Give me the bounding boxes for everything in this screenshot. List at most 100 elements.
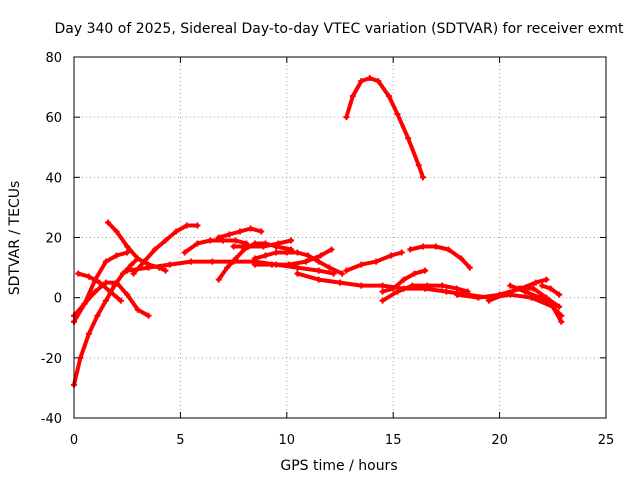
data-point: [415, 162, 422, 169]
data-point: [247, 225, 254, 232]
data-point: [379, 288, 386, 295]
data-point: [124, 249, 131, 256]
data-point: [162, 237, 169, 244]
data-point: [439, 282, 446, 289]
series-arc14: [294, 270, 565, 319]
data-point: [215, 234, 222, 241]
series-arc8: [181, 237, 250, 256]
data-point: [317, 252, 324, 259]
x-tick-label: 20: [491, 433, 508, 448]
data-point: [422, 267, 429, 274]
data-point: [232, 255, 239, 262]
data-point: [349, 93, 356, 100]
data-point: [96, 279, 103, 286]
series-layer: [71, 75, 565, 388]
data-point: [532, 279, 539, 286]
data-point: [458, 255, 465, 262]
data-point: [500, 291, 507, 298]
data-point: [443, 288, 450, 295]
y-tick-label: 40: [45, 171, 62, 186]
data-point: [94, 312, 101, 319]
data-point: [445, 246, 452, 253]
series-arc17: [379, 282, 471, 304]
data-point: [302, 258, 309, 265]
series-arc4: [75, 270, 124, 304]
y-tick-label: 0: [54, 292, 62, 307]
data-point: [419, 174, 426, 181]
data-point: [328, 246, 335, 253]
data-point: [245, 243, 252, 250]
data-point: [283, 249, 290, 256]
data-point: [432, 243, 439, 250]
series-arc12: [251, 249, 346, 277]
data-point: [102, 297, 109, 304]
data-point: [207, 237, 214, 244]
data-point: [522, 288, 529, 295]
data-point: [273, 249, 280, 256]
data-point: [294, 270, 301, 277]
series-arc13: [251, 246, 335, 268]
y-tick-label: 20: [45, 232, 62, 247]
series-arc23: [539, 282, 563, 298]
x-tick-label: 5: [176, 433, 184, 448]
data-point: [194, 222, 201, 229]
data-point: [215, 276, 222, 283]
y-tick-label: -20: [41, 352, 62, 367]
chart-title: Day 340 of 2025, Sidereal Day-to-day VTE…: [55, 21, 625, 37]
data-point: [151, 246, 158, 253]
grid-layer: [73, 56, 607, 419]
data-point: [288, 237, 295, 244]
x-tick-labels: 0 5 10 15 20 25: [70, 433, 614, 448]
series-arc15: [343, 249, 405, 274]
series-line: [72, 256, 140, 387]
data-point: [315, 258, 322, 265]
data-point: [105, 219, 112, 226]
data-point: [128, 261, 135, 268]
data-point: [251, 255, 258, 262]
y-axis-label: SDTVAR / TECUs: [7, 181, 23, 296]
x-tick-label: 25: [598, 433, 615, 448]
y-tick-label: 60: [45, 111, 62, 126]
data-point: [124, 267, 131, 274]
data-point: [419, 243, 426, 250]
plot-frame: [73, 56, 607, 419]
data-point: [85, 273, 92, 280]
data-point: [407, 246, 414, 253]
data-point: [358, 78, 365, 85]
data-point: [268, 261, 275, 268]
data-point: [400, 276, 407, 283]
series-arc18: [407, 243, 473, 271]
data-point: [262, 252, 269, 259]
data-point: [385, 93, 392, 100]
data-point: [224, 264, 231, 271]
data-point: [343, 267, 350, 274]
data-point: [134, 306, 141, 313]
data-point: [358, 282, 365, 289]
data-point: [543, 276, 550, 283]
data-point: [388, 252, 395, 259]
data-point: [337, 279, 343, 286]
data-point: [145, 312, 152, 319]
series-arc2: [71, 279, 152, 319]
data-point: [305, 252, 312, 259]
data-point: [394, 288, 401, 295]
data-point: [194, 240, 201, 247]
data-point: [236, 228, 243, 235]
data-point: [315, 267, 322, 274]
data-point: [258, 228, 265, 235]
data-point: [124, 291, 131, 298]
data-point: [232, 237, 239, 244]
data-point: [373, 258, 380, 265]
data-point: [226, 231, 233, 238]
data-point: [102, 279, 109, 286]
series-arc21: [485, 285, 563, 310]
data-point: [113, 252, 120, 259]
data-point: [75, 270, 82, 277]
series-arc16: [379, 267, 429, 295]
y-tick-label: 80: [45, 51, 62, 66]
series-arc22: [507, 282, 565, 325]
series-line: [487, 286, 562, 309]
data-point: [424, 282, 431, 289]
data-point: [475, 294, 482, 301]
